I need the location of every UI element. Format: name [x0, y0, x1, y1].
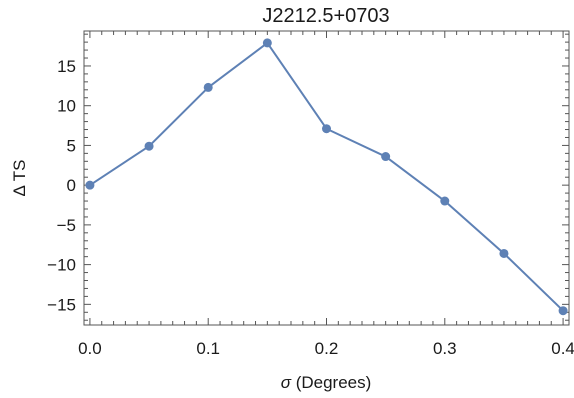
y-tick-label: 15 — [57, 57, 76, 76]
x-tick-label: 0.4 — [551, 339, 574, 358]
data-point — [381, 152, 391, 162]
data-point — [262, 38, 272, 48]
x-tick-label: 0.2 — [315, 339, 339, 358]
data-point — [558, 306, 568, 316]
y-tick-label: 0 — [67, 176, 76, 195]
y-tick-label: −5 — [57, 216, 76, 235]
x-tick-label: 0.0 — [78, 339, 102, 358]
tick-labels: 0.0 0.1 0.2 0.3 0.4 15 10 5 0 −5 −10 −15 — [47, 57, 574, 358]
y-tick-label: 10 — [57, 97, 76, 116]
axis-ticks — [84, 31, 569, 325]
chart-title: J2212.5+0703 — [262, 5, 389, 27]
data-point — [144, 141, 154, 151]
data-point — [203, 82, 213, 92]
x-tick-label: 0.1 — [196, 339, 220, 358]
x-axis-label: σ (Degrees) — [281, 373, 372, 392]
y-tick-label: 5 — [67, 136, 76, 155]
y-tick-label: −10 — [47, 256, 76, 275]
plot-frame — [83, 30, 570, 326]
x-axis-label-symbol: σ — [281, 373, 292, 392]
data-point — [499, 248, 509, 258]
y-tick-label: −15 — [47, 295, 76, 314]
data-point — [440, 196, 450, 206]
data-point — [85, 180, 95, 190]
data-series — [85, 38, 568, 316]
x-axis-label-text: (Degrees) — [291, 373, 371, 392]
series-line — [89, 41, 564, 312]
x-tick-label: 0.3 — [433, 339, 457, 358]
y-axis-label: Δ TS — [10, 160, 29, 197]
data-point — [322, 124, 331, 134]
